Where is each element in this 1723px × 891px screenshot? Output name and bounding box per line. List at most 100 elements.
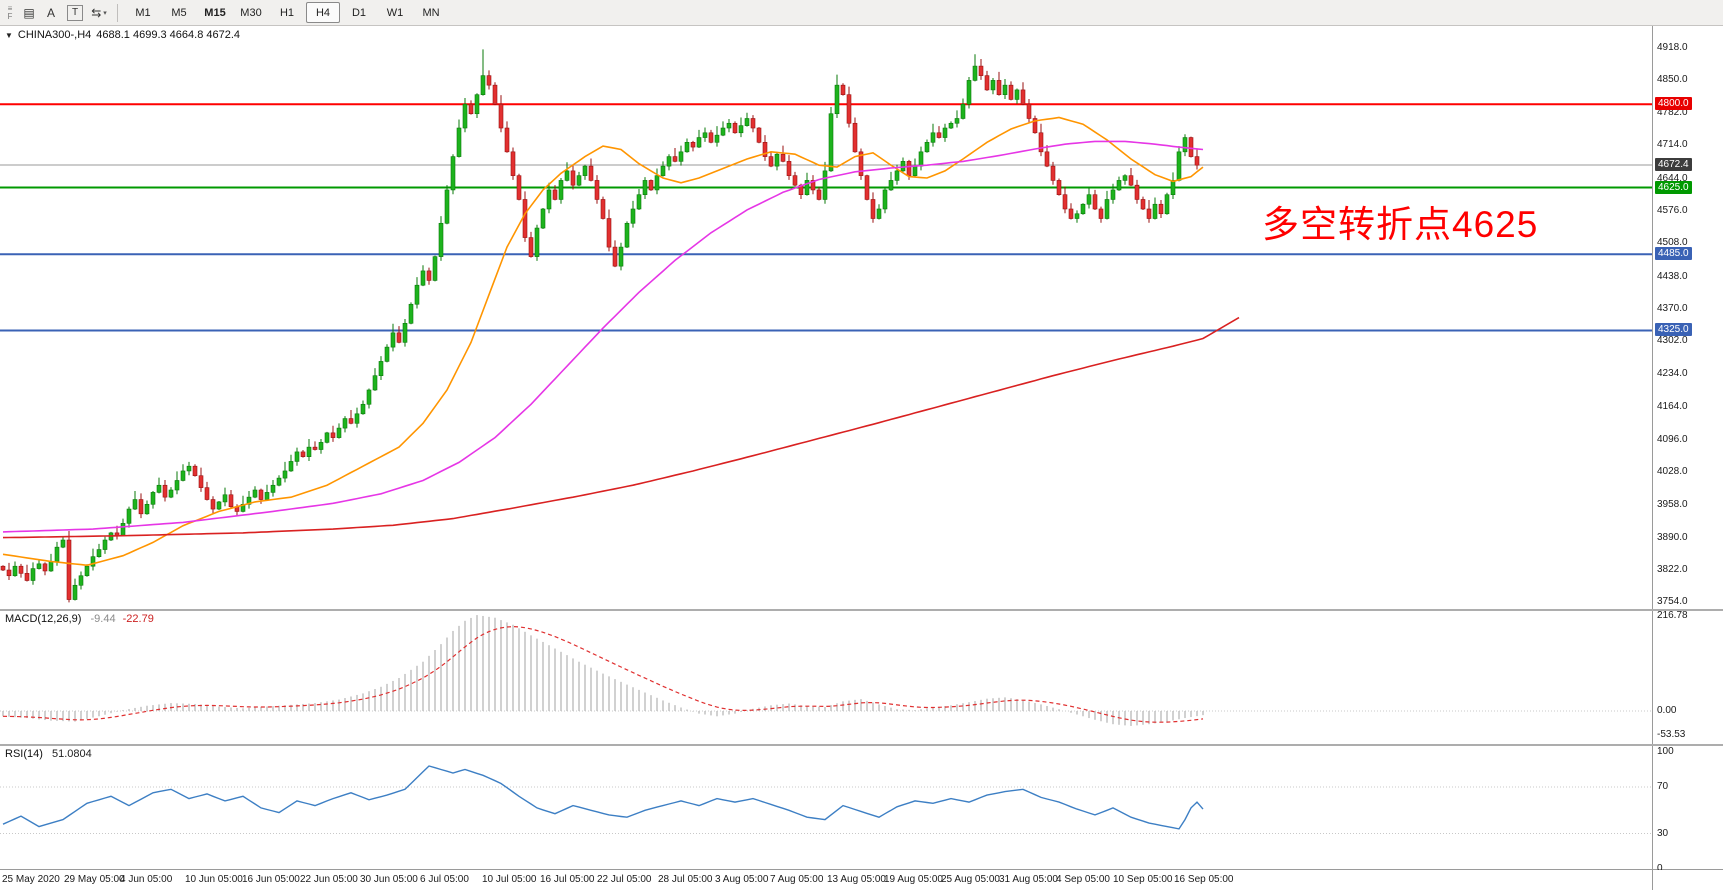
timeframe-button-H1[interactable]: H1 <box>279 6 295 19</box>
candles-layer <box>0 49 1200 603</box>
time-axis[interactable]: 25 May 2020 29 May 05:00 4 Jun 05:00 10 Jun… <box>0 870 1652 890</box>
toolbar-grip[interactable]: ≡ F <box>2 3 18 21</box>
chart-title: ▼ CHINA300-,H4 4688.1 4699.3 4664.8 4672… <box>5 29 240 41</box>
price-axis-label: 4096.0 <box>1657 433 1688 445</box>
date-label: 30 Jun 05:00 <box>360 874 418 885</box>
macd-name: MACD(12,26,9) <box>5 613 82 625</box>
price-axis-label: 4438.0 <box>1657 270 1688 282</box>
date-label: 29 May 05:00 <box>64 874 125 885</box>
date-label: 16 Jun 05:00 <box>242 874 300 885</box>
price-axis-label: 0.00 <box>1657 705 1677 716</box>
price-tag-4672.4: 4672.4 <box>1655 157 1692 171</box>
price-axis-label: 4028.0 <box>1657 465 1688 477</box>
date-label: 6 Jul 05:00 <box>420 874 469 885</box>
date-label: 16 Jul 05:00 <box>540 874 595 885</box>
price-axis-label: -53.53 <box>1657 728 1686 740</box>
timeframe-button-H4[interactable]: H4 <box>306 2 340 23</box>
cursor-tool-button[interactable]: A <box>46 5 55 20</box>
date-label: 22 Jul 05:00 <box>597 874 652 885</box>
text-tool-button[interactable]: T <box>67 4 83 21</box>
date-label: 19 Aug 05:00 <box>884 874 943 885</box>
line-tools-button[interactable]: ⇆ ▾ <box>91 5 107 20</box>
price-tag-4625.0: 4625.0 <box>1655 180 1692 194</box>
price-axis-label: 4782.0 <box>1657 106 1688 118</box>
macd-axis: 216.78 0.00 -53.53 <box>1652 609 1723 744</box>
timeframe-button-MN[interactable]: MN <box>422 6 440 19</box>
price-axis-label: 3754.0 <box>1657 596 1688 608</box>
price-axis-label: 70 <box>1657 780 1669 792</box>
rsi-name: RSI(14) <box>5 748 43 760</box>
axis-corner <box>1652 870 1723 890</box>
timeframe-button-M1[interactable]: M1 <box>135 6 151 19</box>
date-label: 3 Aug 05:00 <box>715 874 769 885</box>
price-axis-label: 0 <box>1657 862 1663 874</box>
timeframe-button-M30[interactable]: M30 <box>240 6 262 19</box>
price-axis-label: 4164.0 <box>1657 401 1688 413</box>
price-axis-label: 4918.0 <box>1657 42 1688 53</box>
ohlc-values: 4688.1 4699.3 4664.8 4672.4 <box>96 29 241 41</box>
date-label: 10 Jul 05:00 <box>482 874 537 885</box>
price-tag-4485.0: 4485.0 <box>1655 247 1692 261</box>
toolbar-separator <box>117 3 118 22</box>
date-label: 7 Aug 05:00 <box>770 874 824 885</box>
timeframe-button-M15[interactable]: M15 <box>204 6 226 19</box>
main-chart-surface[interactable] <box>0 26 1652 609</box>
rsi-surface[interactable] <box>0 746 1652 869</box>
price-axis-label: 4508.0 <box>1657 237 1688 249</box>
ma-slow-line <box>2 316 1240 539</box>
date-label: 13 Aug 05:00 <box>827 874 886 885</box>
price-axis-label: 4370.0 <box>1657 303 1688 314</box>
date-label: 4 Jun 05:00 <box>120 874 173 885</box>
timeframes-group: M1 M5 M15 M30 H1 H4 D1 W1 MN <box>125 2 449 23</box>
pane-separator[interactable] <box>0 609 1723 611</box>
price-axis-label: 4302.0 <box>1657 335 1688 347</box>
macd-surface[interactable] <box>0 611 1652 744</box>
rsi-label: RSI(14) 51.0804 <box>5 748 92 760</box>
dropdown-caret-icon[interactable]: ▾ <box>103 9 107 17</box>
date-label: 4 Sep 05:00 <box>1056 874 1110 885</box>
timeframe-button-W1[interactable]: W1 <box>386 6 404 19</box>
price-axis-label: 4576.0 <box>1657 204 1688 216</box>
date-label: 10 Sep 05:00 <box>1113 874 1173 885</box>
chart-text-annotation[interactable]: 多空转折点4625 <box>1262 204 1539 245</box>
grip-icon: ≡ <box>7 3 13 13</box>
price-axis[interactable]: 4918.0 4850.0 4782.0 4714.0 4644.0 4576.0 4508… <box>1652 26 1723 609</box>
date-label: 10 Jun 05:00 <box>185 874 243 885</box>
price-axis-label: 3822.0 <box>1657 564 1688 576</box>
date-label: 16 Sep 05:00 <box>1174 874 1234 885</box>
price-axis-label: 4850.0 <box>1657 74 1688 86</box>
macd-label: MACD(12,26,9) -9.44 -22.79 <box>5 613 154 625</box>
price-axis-label: 3890.0 <box>1657 531 1688 543</box>
price-axis-label: 3958.0 <box>1657 499 1688 511</box>
macd-main-value: -9.44 <box>90 613 116 625</box>
price-axis-label: 4714.0 <box>1657 139 1688 151</box>
ma-mid-line <box>2 140 1204 533</box>
date-label: 28 Jul 05:00 <box>658 874 713 885</box>
price-axis-label: 216.78 <box>1657 609 1688 621</box>
date-label: 22 Jun 05:00 <box>300 874 358 885</box>
symbol-period-label: CHINA300-,H4 <box>17 29 92 41</box>
price-tag-4800.0: 4800.0 <box>1655 97 1692 111</box>
price-axis-label: 4234.0 <box>1657 367 1688 379</box>
price-tag-4325.0: 4325.0 <box>1655 323 1692 337</box>
timeframe-button-M5[interactable]: M5 <box>171 6 187 19</box>
macd-signal-value: -22.79 <box>122 613 154 625</box>
charts-list-icon[interactable]: ▤ <box>23 5 35 20</box>
date-label: 25 Aug 05:00 <box>941 874 1000 885</box>
ma-fast-line <box>2 116 1204 567</box>
toolbar: ≡ F ▤ A T ⇆ ▾ M1 M5 M15 M30 H1 H4 D1 W1 MN <box>0 0 1723 26</box>
rsi-line <box>2 765 1204 830</box>
date-label: 31 Aug 05:00 <box>999 874 1058 885</box>
horizontal-lines-layer <box>0 103 1652 332</box>
price-axis-label: 30 <box>1657 827 1669 839</box>
chart-tools-group: ▤ A T ⇆ ▾ <box>18 3 110 23</box>
macd-histogram-layer <box>2 615 1204 726</box>
pane-separator[interactable] <box>0 744 1723 746</box>
rsi-value: 51.0804 <box>51 748 92 760</box>
macd-signal-line <box>2 625 1204 723</box>
timeframe-button-D1[interactable]: D1 <box>351 6 367 19</box>
rsi-axis: 100 70 30 0 <box>1652 746 1723 874</box>
collapse-triangle-icon[interactable]: ▼ <box>5 30 13 40</box>
price-axis-label: 100 <box>1657 746 1674 757</box>
